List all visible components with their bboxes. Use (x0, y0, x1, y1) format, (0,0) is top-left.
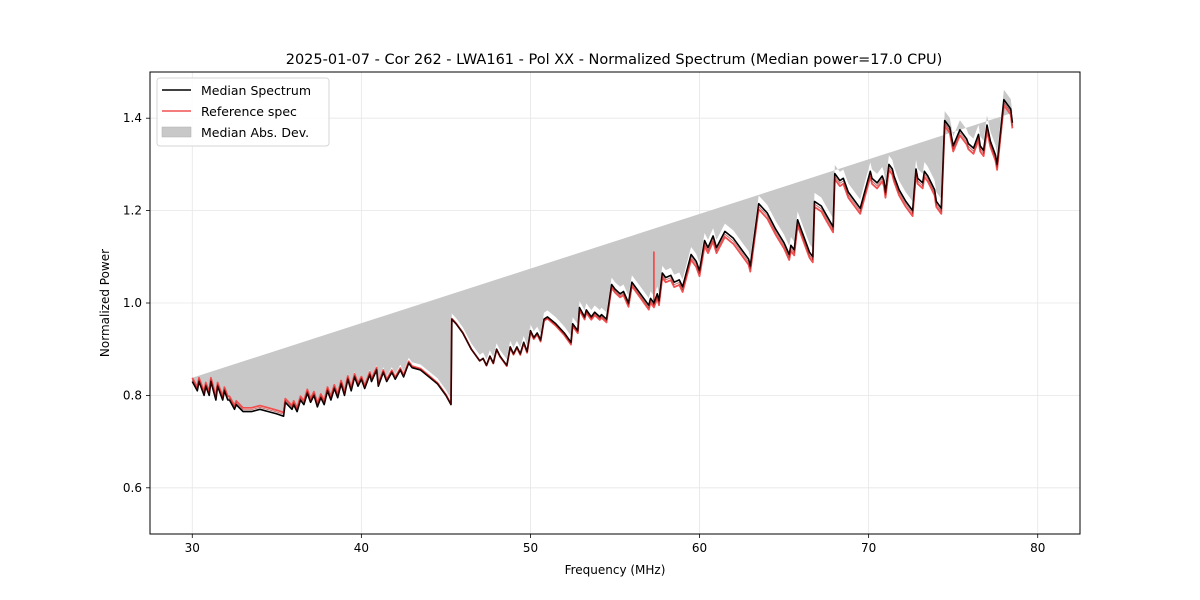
y-tick-label: 0.6 (123, 481, 142, 495)
x-axis-label: Frequency (MHz) (565, 563, 666, 577)
mad-band (192, 89, 1013, 412)
legend-label-mad: Median Abs. Dev. (201, 125, 309, 140)
y-tick-label: 1.4 (123, 111, 142, 125)
legend: Median Spectrum Reference spec Median Ab… (156, 77, 330, 147)
y-axis-label: Normalized Power (98, 249, 112, 357)
x-tick-label: 50 (523, 541, 538, 555)
plot-area (191, 89, 1014, 418)
y-axis: 0.6 0.8 1.0 1.2 1.4 (123, 111, 150, 495)
y-tick-label: 1.0 (123, 296, 142, 310)
legend-box (156, 77, 330, 147)
overlap-line (191, 102, 1013, 415)
x-tick-label: 80 (1030, 541, 1045, 555)
x-tick-label: 70 (861, 541, 876, 555)
legend-label-median: Median Spectrum (201, 83, 311, 98)
legend-label-reference: Reference spec (201, 104, 297, 119)
chart-title: 2025-01-07 - Cor 262 - LWA161 - Pol XX -… (286, 52, 943, 68)
y-tick-label: 1.2 (123, 204, 142, 218)
x-axis: 30 40 50 60 70 80 (185, 534, 1045, 555)
y-tick-label: 0.8 (123, 388, 142, 402)
legend-swatch-mad (161, 126, 192, 138)
x-tick-label: 30 (185, 541, 200, 555)
x-tick-label: 60 (692, 541, 707, 555)
x-tick-label: 40 (354, 541, 369, 555)
